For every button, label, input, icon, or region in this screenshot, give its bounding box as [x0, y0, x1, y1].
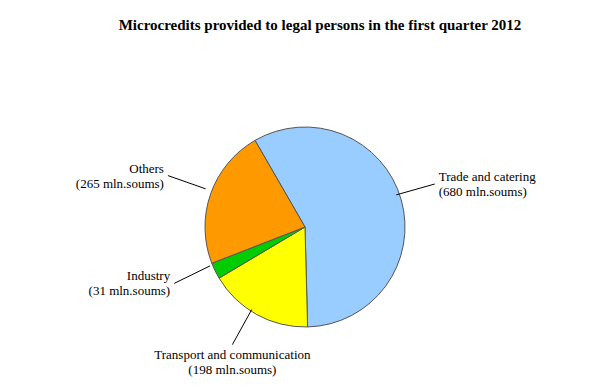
svg-text:(265 mln.soums): (265 mln.soums) [76, 176, 164, 191]
svg-text:Transport and communication: Transport and communication [154, 347, 311, 362]
svg-text:Others: Others [129, 161, 164, 176]
svg-text:Industry: Industry [127, 268, 171, 283]
html-text:Microcredits provided to legal: Microcredits provided to legal persons i… [118, 17, 522, 33]
svg-text:Trade and catering: Trade and catering [439, 169, 536, 184]
svg-text:(680 mln.soums): (680 mln.soums) [439, 184, 527, 199]
svg-text:(31 mln.soums): (31 mln.soums) [89, 283, 171, 298]
svg-text:(198 mln.soums): (198 mln.soums) [188, 362, 276, 377]
